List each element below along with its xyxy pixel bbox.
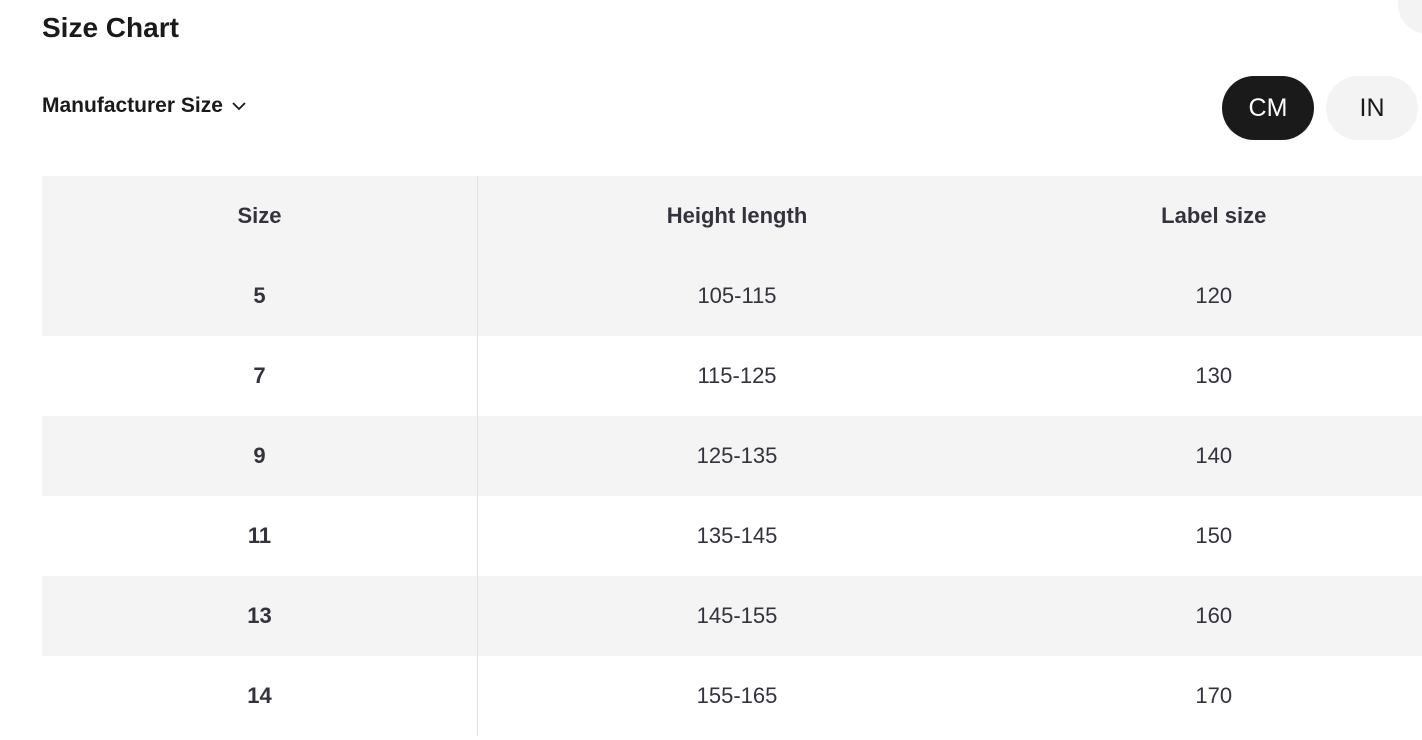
cell-label-size: 140 bbox=[1195, 443, 1233, 468]
cell-height-length: 115-125 bbox=[697, 363, 777, 388]
header-label-size: Label size bbox=[1161, 203, 1267, 228]
cell-size: 9 bbox=[42, 416, 478, 496]
unit-cm-button[interactable]: CM bbox=[1222, 76, 1314, 140]
close-button[interactable] bbox=[1398, 0, 1422, 34]
chevron-down-icon bbox=[232, 102, 246, 111]
cell-label-size: 160 bbox=[1195, 603, 1233, 628]
table-row: 14 155-165 170 bbox=[42, 656, 1422, 736]
table-row: 9 125-135 140 bbox=[42, 416, 1422, 496]
size-system-label: Manufacturer Size bbox=[42, 94, 223, 117]
table-row: 7 115-125 130 bbox=[42, 336, 1422, 416]
page-title: Size Chart bbox=[42, 12, 179, 43]
table-row: 5 105-115 120 bbox=[42, 256, 1422, 336]
cell-height-length: 125-135 bbox=[696, 443, 778, 468]
header-height-length: Height length bbox=[666, 203, 808, 228]
cell-size: 7 bbox=[42, 336, 478, 416]
cell-size: 11 bbox=[42, 496, 478, 576]
cell-label-size: 120 bbox=[1195, 283, 1233, 308]
table-row: 13 145-155 160 bbox=[42, 576, 1422, 656]
size-table: Size Height length Label size 5 105-115 12… bbox=[42, 176, 1422, 736]
cell-size: 5 bbox=[42, 256, 478, 336]
cell-height-length: 145-155 bbox=[696, 603, 778, 628]
size-system-dropdown[interactable]: Manufacturer Size bbox=[42, 94, 247, 118]
cell-height-length: 135-145 bbox=[696, 523, 778, 548]
cell-label-size: 170 bbox=[1195, 683, 1233, 708]
cell-label-size: 150 bbox=[1195, 523, 1233, 548]
cell-label-size: 130 bbox=[1195, 363, 1233, 388]
table-row: 11 135-145 150 bbox=[42, 496, 1422, 576]
header-size: Size bbox=[42, 176, 478, 256]
cell-height-length: 155-165 bbox=[696, 683, 778, 708]
cell-height-length: 105-115 bbox=[697, 283, 777, 308]
table-header-row: Size Height length Label size bbox=[42, 176, 1422, 256]
unit-in-button[interactable]: IN bbox=[1326, 76, 1418, 140]
cell-size: 14 bbox=[42, 656, 478, 736]
cell-size: 13 bbox=[42, 576, 478, 656]
